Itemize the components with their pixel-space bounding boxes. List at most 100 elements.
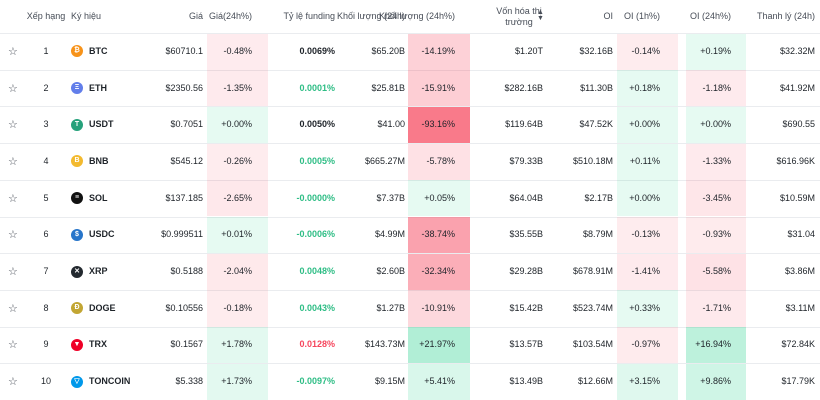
symbol[interactable]: XRP — [89, 266, 108, 277]
funding: -0.0097% — [296, 376, 335, 387]
price: $0.7051 — [170, 119, 203, 130]
liquidation: $616.96K — [776, 155, 815, 166]
sort-icon[interactable]: ▲ ▼ — [537, 9, 544, 22]
favorite-star[interactable]: ☆ — [8, 45, 18, 58]
row-divider — [0, 253, 820, 255]
heat-cell — [408, 217, 470, 254]
price-change: +1.78% — [221, 339, 252, 350]
liquidation: $17.79K — [781, 376, 815, 387]
favorite-star[interactable]: ☆ — [8, 376, 18, 389]
volume: $4.99M — [374, 229, 405, 240]
heat-cell — [207, 70, 268, 107]
heat-cell — [408, 143, 470, 180]
header-divider — [0, 33, 820, 34]
oi-24h: -0.93% — [702, 229, 731, 240]
heat-cell — [617, 253, 678, 290]
favorite-star[interactable]: ☆ — [8, 229, 18, 242]
heat-cell — [617, 33, 678, 70]
market-cap: $15.42B — [509, 302, 543, 313]
favorite-star[interactable]: ☆ — [8, 339, 18, 352]
funding: 0.0001% — [299, 82, 335, 93]
row-divider — [0, 363, 820, 365]
column-header[interactable]: Thanh lý (24h) — [756, 11, 815, 21]
funding: -0.0006% — [296, 229, 335, 240]
oi-24h: -1.18% — [702, 82, 731, 93]
volume-change: +21.97% — [419, 339, 455, 350]
volume: $2.60B — [376, 266, 405, 277]
favorite-star[interactable]: ☆ — [8, 82, 18, 95]
heat-cell — [207, 33, 268, 70]
oi-24h: -1.71% — [702, 302, 731, 313]
column-header[interactable]: Vốn hóa thị trường — [496, 6, 542, 27]
favorite-star[interactable]: ☆ — [8, 302, 18, 315]
column-header[interactable]: Ký hiệu — [71, 11, 102, 21]
heat-cell — [408, 253, 470, 290]
price-change: +0.01% — [221, 229, 252, 240]
oi: $12.66M — [577, 376, 613, 387]
heat-cell — [686, 217, 746, 254]
symbol[interactable]: SOL — [89, 192, 108, 203]
price-change: -2.04% — [223, 266, 252, 277]
rank: 10 — [40, 376, 51, 387]
funding: 0.0005% — [299, 155, 335, 166]
rank: 7 — [43, 266, 49, 277]
favorite-star[interactable]: ☆ — [8, 266, 18, 279]
heat-cell — [617, 70, 678, 107]
oi-1h: -1.41% — [631, 266, 660, 277]
heat-cell — [408, 106, 470, 144]
price-change: -0.26% — [223, 155, 252, 166]
volume: $7.37B — [376, 192, 405, 203]
symbol[interactable]: ETH — [89, 82, 107, 93]
oi: $510.18M — [572, 155, 613, 166]
coin-icon: ₿ — [71, 45, 83, 58]
rank: 2 — [43, 82, 49, 93]
symbol[interactable]: DOGE — [89, 302, 116, 313]
funding: 0.0048% — [299, 266, 335, 277]
heat-cell — [617, 363, 678, 400]
column-header[interactable]: Giá(24h%) — [208, 11, 252, 21]
volume: $65.20B — [371, 45, 405, 56]
symbol[interactable]: TONCOIN — [89, 376, 131, 387]
heat-cell — [408, 363, 470, 400]
favorite-star[interactable]: ☆ — [8, 155, 18, 168]
heat-cell — [617, 327, 678, 364]
oi: $32.16B — [579, 45, 613, 56]
oi: $8.79M — [582, 229, 613, 240]
oi: $11.30B — [580, 82, 613, 93]
column-header[interactable]: Giá — [188, 11, 203, 21]
column-header[interactable]: Xếp hạng — [26, 11, 66, 21]
column-header[interactable]: OI (1h%) — [623, 11, 660, 21]
market-cap: $79.33B — [509, 155, 543, 166]
column-header[interactable]: OI — [603, 11, 613, 21]
symbol[interactable]: BTC — [89, 45, 108, 56]
symbol[interactable]: TRX — [89, 339, 107, 350]
funding: 0.0128% — [299, 339, 335, 350]
column-header[interactable]: Khối lượng (24h%) — [379, 11, 455, 21]
liquidation: $3.11M — [785, 302, 815, 313]
symbol[interactable]: BNB — [89, 155, 109, 166]
rank: 8 — [43, 302, 49, 313]
favorite-star[interactable]: ☆ — [8, 119, 18, 132]
volume-change: +5.41% — [424, 376, 455, 387]
column-header[interactable]: OI (24h%) — [689, 11, 731, 21]
volume: $9.15M — [374, 376, 405, 387]
rank: 5 — [43, 192, 49, 203]
price-change: -1.35% — [223, 82, 252, 93]
volume-change: -32.34% — [421, 266, 455, 277]
rank: 6 — [43, 229, 49, 240]
rank: 3 — [43, 119, 49, 130]
row-divider — [0, 179, 820, 181]
symbol[interactable]: USDC — [89, 229, 115, 240]
volume-change: -14.19% — [421, 45, 455, 56]
liquidation: $690.55 — [782, 119, 815, 130]
row-divider — [0, 69, 820, 71]
heat-cell — [686, 327, 746, 364]
oi-24h: +0.00% — [700, 119, 731, 130]
column-header[interactable]: Khối lượng (24h) — [337, 11, 405, 21]
favorite-star[interactable]: ☆ — [8, 192, 18, 205]
funding: 0.0069% — [299, 45, 335, 56]
symbol[interactable]: USDT — [89, 119, 114, 130]
column-header[interactable]: Tỷ lệ funding — [283, 11, 335, 21]
liquidation: $32.32M — [779, 45, 815, 56]
